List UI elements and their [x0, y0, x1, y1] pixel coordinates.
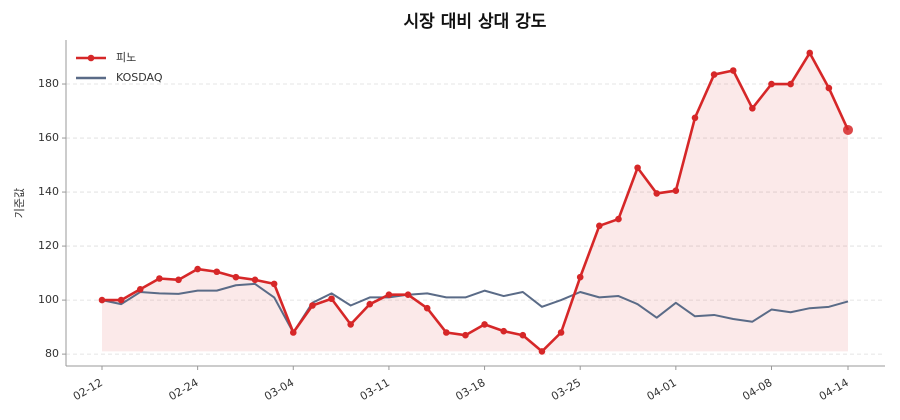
point	[213, 268, 221, 276]
point	[672, 187, 680, 195]
point	[634, 164, 641, 172]
line	[102, 51, 850, 353]
x-tick-label: 02-24	[166, 376, 200, 403]
point	[462, 331, 469, 339]
point	[98, 296, 106, 304]
point	[806, 49, 814, 57]
x-tick-label: 04-08	[740, 376, 774, 403]
point	[787, 80, 794, 88]
point	[596, 222, 603, 230]
legend-label: 피노	[116, 51, 136, 64]
x-tick-label: 03-11	[358, 376, 392, 403]
point	[347, 321, 354, 328]
x-tick-label: 03-04	[262, 376, 296, 403]
point	[653, 190, 661, 197]
point	[194, 265, 201, 273]
point	[136, 285, 144, 293]
point	[289, 329, 297, 336]
point	[270, 280, 278, 288]
point	[385, 291, 393, 298]
x-tick-label: 04-01	[645, 376, 679, 403]
x-tick-label: 03-18	[453, 376, 487, 403]
y-tick-label: 120	[38, 239, 59, 252]
y-tick-label: 160	[38, 131, 59, 144]
point	[729, 67, 737, 74]
x-tick-label: 02-12	[71, 376, 105, 403]
point	[232, 273, 240, 281]
point	[175, 276, 182, 284]
chart-title: 시장 대비 상대 강도	[404, 12, 547, 32]
area	[102, 52, 848, 352]
legend-marker	[87, 54, 95, 62]
y-axis-label: 기준값	[13, 188, 26, 218]
point	[443, 329, 450, 336]
point	[825, 84, 833, 92]
y-tick-label: 140	[38, 185, 59, 198]
point	[519, 331, 527, 339]
point	[749, 105, 756, 112]
point	[557, 329, 565, 336]
y-tick-label: 180	[38, 77, 59, 90]
line	[101, 282, 849, 334]
point	[843, 124, 853, 135]
point	[538, 348, 546, 355]
point	[691, 114, 699, 122]
point	[500, 327, 507, 335]
point	[117, 296, 125, 304]
point	[404, 291, 412, 298]
y-tick-label: 80	[45, 347, 59, 360]
point	[251, 276, 259, 284]
point	[328, 295, 335, 303]
point	[156, 275, 163, 282]
legend-label: KOSDAQ	[116, 71, 163, 84]
y-tick-label: 100	[38, 293, 59, 306]
point	[576, 273, 584, 281]
point	[710, 71, 718, 78]
point	[481, 321, 488, 328]
x-tick-label: 03-25	[549, 376, 583, 403]
point	[423, 304, 431, 312]
point	[768, 80, 775, 88]
x-tick-label: 04-14	[817, 376, 851, 403]
point	[309, 302, 316, 309]
point	[366, 300, 374, 308]
point	[615, 215, 622, 223]
